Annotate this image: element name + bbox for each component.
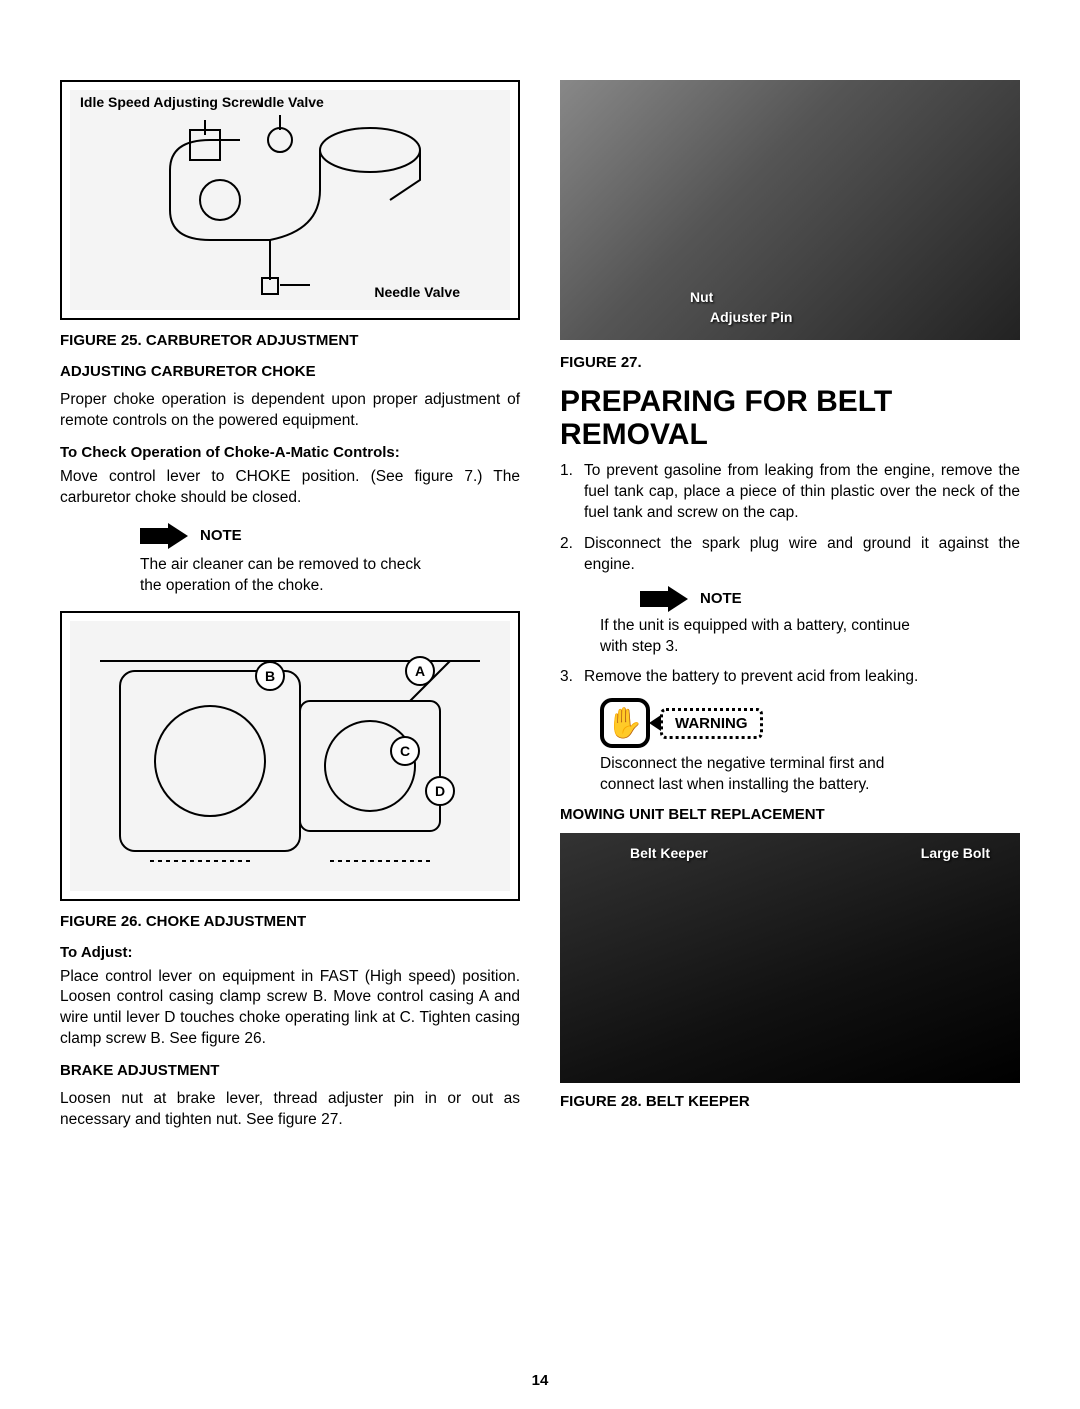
heading-brake: BRAKE ADJUSTMENT <box>60 1062 520 1079</box>
fig27-label-nut: Nut <box>690 289 713 305</box>
steps-list: To prevent gasoline from leaking from th… <box>560 461 1020 576</box>
steps-list-2: Remove the battery to prevent acid from … <box>560 667 1020 688</box>
figure-26-diagram: B A C D <box>70 621 510 891</box>
sub-check: To Check Operation of Choke-A-Matic Cont… <box>60 444 520 461</box>
para-choke: Proper choke operation is dependent upon… <box>60 390 520 432</box>
fig28-label-bolt: Large Bolt <box>921 845 990 861</box>
warning-icon: ✋ <box>600 698 650 748</box>
note-label-left: NOTE <box>200 527 242 544</box>
para-adjust: Place control lever on equipment in FAST… <box>60 967 520 1051</box>
note-label-right: NOTE <box>700 590 742 607</box>
step-1: To prevent gasoline from leaking from th… <box>560 461 1020 524</box>
figure-28-caption: FIGURE 28. BELT KEEPER <box>560 1093 1020 1110</box>
svg-text:A: A <box>415 663 425 679</box>
svg-text:B: B <box>265 668 275 684</box>
sub-to-adjust: To Adjust: <box>60 944 520 961</box>
fig25-label-needle: Needle Valve <box>374 284 460 300</box>
fig25-label-idle-valve: Idle Valve <box>260 94 324 110</box>
figure-28-photo: Belt Keeper Large Bolt <box>560 833 1020 1083</box>
note-block-right: NOTE <box>640 586 1020 612</box>
warning-text: Disconnect the negative terminal first a… <box>600 754 940 796</box>
left-column: Idle Speed Adjusting Screw Idle Valve Ne… <box>60 80 520 1143</box>
page-number: 14 <box>532 1372 549 1389</box>
right-column: Nut Adjuster Pin FIGURE 27. PREPARING FO… <box>560 80 1020 1143</box>
figure-27-photo: Nut Adjuster Pin <box>560 80 1020 340</box>
para-check: Move control lever to CHOKE position. (S… <box>60 467 520 509</box>
heading-mowing: MOWING UNIT BELT REPLACEMENT <box>560 806 1020 823</box>
step-2: Disconnect the spark plug wire and groun… <box>560 534 1020 576</box>
svg-text:C: C <box>400 743 410 759</box>
fig28-label-keeper: Belt Keeper <box>630 845 708 861</box>
heading-adjust-choke: ADJUSTING CARBURETOR CHOKE <box>60 363 520 380</box>
note-block-left: NOTE <box>140 523 520 549</box>
note-text-right: If the unit is equipped with a battery, … <box>600 616 940 658</box>
warning-label: WARNING <box>660 708 763 739</box>
warning-block: ✋ WARNING <box>600 698 1020 748</box>
arrow-icon <box>140 523 190 549</box>
figure-27-caption: FIGURE 27. <box>560 354 1020 371</box>
fig27-label-pin: Adjuster Pin <box>710 309 792 325</box>
para-brake: Loosen nut at brake lever, thread adjust… <box>60 1089 520 1131</box>
figure-25-diagram: Idle Speed Adjusting Screw Idle Valve Ne… <box>70 90 510 310</box>
figure-26-caption: FIGURE 26. CHOKE ADJUSTMENT <box>60 913 520 930</box>
fig25-label-screw: Idle Speed Adjusting Screw <box>80 94 263 110</box>
section-title-belt: PREPARING FOR BELT REMOVAL <box>560 385 1020 451</box>
svg-text:D: D <box>435 783 445 799</box>
step-3: Remove the battery to prevent acid from … <box>560 667 1020 688</box>
note-text-left: The air cleaner can be removed to check … <box>140 555 440 597</box>
figure-25-box: Idle Speed Adjusting Screw Idle Valve Ne… <box>60 80 520 320</box>
arrow-icon <box>640 586 690 612</box>
figure-25-caption: FIGURE 25. CARBURETOR ADJUSTMENT <box>60 332 520 349</box>
figure-26-box: B A C D <box>60 611 520 901</box>
